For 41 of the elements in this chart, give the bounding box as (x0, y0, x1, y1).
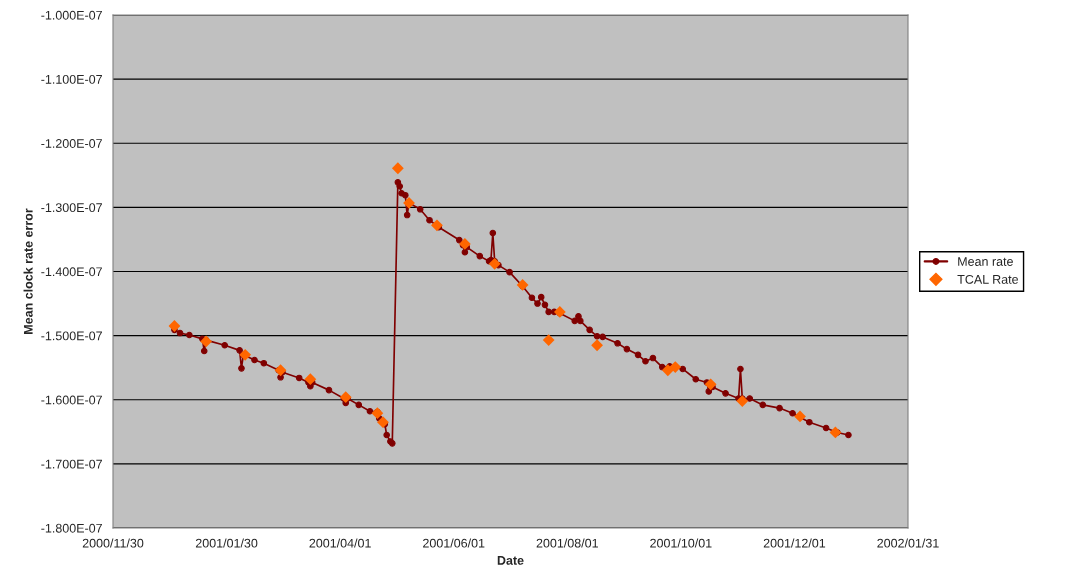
point (669, 361, 682, 373)
point (829, 426, 842, 439)
point (488, 257, 501, 270)
legend-label: TCAL Rate (957, 274, 1018, 284)
point (371, 407, 384, 420)
y-axis-title: Mean clock rate error (23, 208, 33, 334)
point (168, 320, 181, 332)
point (274, 364, 287, 377)
point (661, 364, 674, 377)
y-tick-label: -1.600E-07 (41, 395, 102, 405)
y-tick-label: -1.000E-07 (41, 10, 102, 20)
point (239, 348, 252, 361)
x-tick-label: 2001/10/01 (650, 538, 712, 548)
point (339, 391, 352, 404)
y-tick-label: -1.400E-07 (41, 267, 102, 277)
x-axis-title: Date (497, 556, 524, 565)
legend-label: Mean rate (958, 257, 1013, 266)
x-tick-label: 2001/06/01 (423, 538, 485, 548)
x-tick-label: 2001/12/01 (763, 538, 826, 548)
point (458, 238, 471, 250)
point (591, 339, 603, 352)
y-tick-label: -1.700E-07 (41, 459, 102, 469)
x-tick-label: 2000/11/30 (82, 538, 144, 548)
x-tick-label: 2001/01/30 (195, 538, 258, 548)
y-tick-label: -1.300E-07 (41, 203, 102, 213)
point (200, 335, 212, 348)
point (431, 219, 443, 232)
y-tick-label: -1.800E-07 (41, 523, 102, 533)
y-tick-label: -1.500E-07 (41, 331, 102, 341)
x-tick-label: 2001/04/01 (309, 538, 371, 548)
y-tick-label: -1.100E-07 (41, 74, 102, 84)
point (391, 162, 404, 175)
point (704, 378, 717, 391)
x-tick-label: 2002/01/31 (877, 538, 939, 548)
point (542, 334, 555, 347)
point (736, 395, 749, 407)
point (794, 410, 806, 423)
x-tick-label: 2001/08/01 (536, 538, 598, 548)
point (377, 416, 389, 429)
point (304, 373, 317, 386)
y-tick-label: -1.200E-07 (41, 139, 102, 148)
